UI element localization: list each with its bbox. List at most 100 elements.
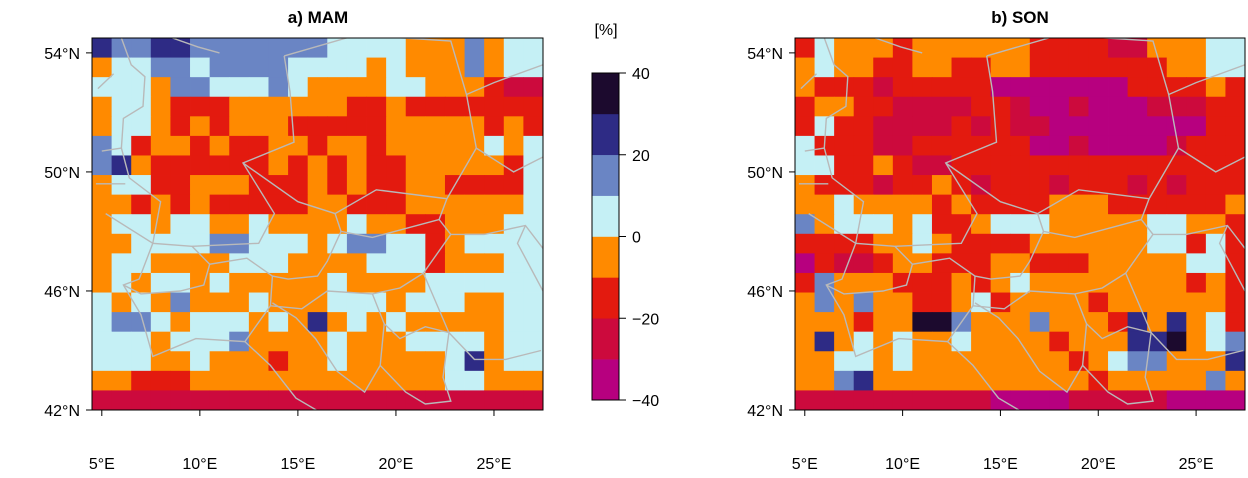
heatmap-cell <box>209 77 230 98</box>
x-tick-label: 10°E <box>885 456 920 473</box>
heatmap-cell <box>834 116 855 137</box>
heatmap-cell <box>327 155 348 176</box>
heatmap-cell <box>307 312 328 333</box>
heatmap-cell <box>1127 233 1148 254</box>
heatmap-cell <box>951 351 972 372</box>
heatmap-cell <box>209 116 230 137</box>
heatmap-cell <box>1108 116 1129 137</box>
heatmap-cell <box>386 351 407 372</box>
heatmap-cell <box>795 175 815 196</box>
colorbar-block <box>592 359 619 401</box>
heatmap-cell <box>814 57 835 78</box>
heatmap-cell <box>951 331 972 352</box>
heatmap-cell <box>405 272 426 293</box>
heatmap-cell <box>1108 155 1129 176</box>
heatmap-cell <box>1166 233 1187 254</box>
heatmap-cell <box>503 57 524 78</box>
heatmap-cell <box>834 331 855 352</box>
heatmap-cell <box>1147 233 1168 254</box>
heatmap-cell <box>288 57 309 78</box>
heatmap-cell <box>1205 292 1226 313</box>
heatmap-cell <box>327 351 348 372</box>
heatmap-cell <box>170 77 191 98</box>
heatmap-cell <box>484 331 505 352</box>
heatmap-cell <box>444 233 465 254</box>
heatmap-cell <box>523 292 544 313</box>
heatmap-cell <box>170 175 191 196</box>
heatmap-cell <box>503 77 524 98</box>
heatmap-cell <box>1010 214 1031 235</box>
heatmap-cell <box>150 116 171 137</box>
heatmap-cell <box>131 155 152 176</box>
heatmap-cell <box>853 370 874 391</box>
heatmap-cell <box>1147 194 1168 215</box>
heatmap-cell <box>1147 370 1168 391</box>
heatmap-cell <box>327 214 348 235</box>
colorbar-unit-label: [%] <box>594 22 617 39</box>
heatmap-cell <box>1166 312 1187 333</box>
heatmap-cell <box>464 116 485 137</box>
heatmap-cell <box>307 155 328 176</box>
heatmap-cell <box>990 233 1011 254</box>
heatmap-cell <box>484 214 505 235</box>
heatmap-cell <box>444 116 465 137</box>
heatmap-cell <box>464 351 485 372</box>
heatmap-cell <box>1127 116 1148 137</box>
heatmap-cell <box>971 38 992 58</box>
heatmap-cell <box>464 214 485 235</box>
heatmap-cell <box>190 57 211 78</box>
heatmap-cell <box>405 253 426 274</box>
heatmap-cell <box>503 194 524 215</box>
heatmap-cell <box>131 38 152 58</box>
heatmap-cell <box>248 57 269 78</box>
heatmap-cell <box>209 292 230 313</box>
heatmap-cell <box>990 253 1011 274</box>
heatmap-cell <box>990 116 1011 137</box>
heatmap-cell <box>1166 214 1187 235</box>
heatmap-cell <box>971 116 992 137</box>
heatmap-cell <box>229 292 250 313</box>
heatmap-cell <box>268 370 289 391</box>
heatmap-cell <box>1108 233 1129 254</box>
heatmap-cell <box>1186 351 1207 372</box>
heatmap-cell <box>170 135 191 156</box>
heatmap-cell <box>971 233 992 254</box>
heatmap-cell <box>307 214 328 235</box>
heatmap-cell <box>366 135 387 156</box>
heatmap-cell <box>229 351 250 372</box>
heatmap-cell <box>795 214 815 235</box>
heatmap-cell <box>1127 194 1148 215</box>
heatmap-cell <box>1049 233 1070 254</box>
heatmap-cell <box>484 116 505 137</box>
heatmap-cell <box>268 194 289 215</box>
heatmap-cell <box>1225 272 1246 293</box>
heatmap-cell <box>1225 175 1246 196</box>
heatmap-cell <box>1205 194 1226 215</box>
heatmap-cell <box>892 272 913 293</box>
heatmap-cell <box>1127 96 1148 117</box>
country-border-line <box>1125 272 1244 361</box>
heatmap-cell <box>814 155 835 176</box>
heatmap-cell <box>425 253 446 274</box>
heatmap-cell <box>931 116 952 137</box>
heatmap-cell <box>795 312 815 333</box>
heatmap-cell <box>1186 77 1207 98</box>
heatmap-cell <box>1147 253 1168 274</box>
heatmap-cell <box>503 96 524 117</box>
heatmap-cell <box>464 292 485 313</box>
colorbar-tick-label: 40 <box>632 66 650 83</box>
heatmap-cell <box>346 292 367 313</box>
heatmap-cell <box>386 253 407 274</box>
heatmap-cell <box>1029 253 1050 274</box>
heatmap-cell <box>1108 38 1129 58</box>
colorbar-block <box>592 277 619 319</box>
heatmap-cell <box>912 292 933 313</box>
heatmap-cell <box>834 38 855 58</box>
heatmap-cell <box>464 253 485 274</box>
heatmap-cell <box>873 135 894 156</box>
heatmap-cell <box>1108 351 1129 372</box>
heatmap-cell <box>425 38 446 58</box>
heatmap-cell <box>931 214 952 235</box>
heatmap-cells-mam <box>92 38 544 411</box>
heatmap-cell <box>327 77 348 98</box>
